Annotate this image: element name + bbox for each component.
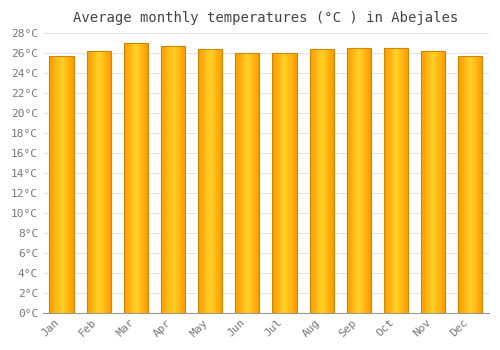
- Bar: [236, 53, 260, 313]
- Title: Average monthly temperatures (°C ) in Abejales: Average monthly temperatures (°C ) in Ab…: [74, 11, 458, 25]
- Bar: [347, 48, 371, 313]
- Bar: [421, 51, 445, 313]
- Bar: [198, 49, 222, 313]
- Bar: [384, 48, 408, 313]
- Bar: [458, 56, 482, 313]
- Bar: [124, 43, 148, 313]
- Bar: [272, 53, 296, 313]
- Bar: [161, 46, 185, 313]
- Bar: [86, 51, 111, 313]
- Bar: [50, 56, 74, 313]
- Bar: [310, 49, 334, 313]
